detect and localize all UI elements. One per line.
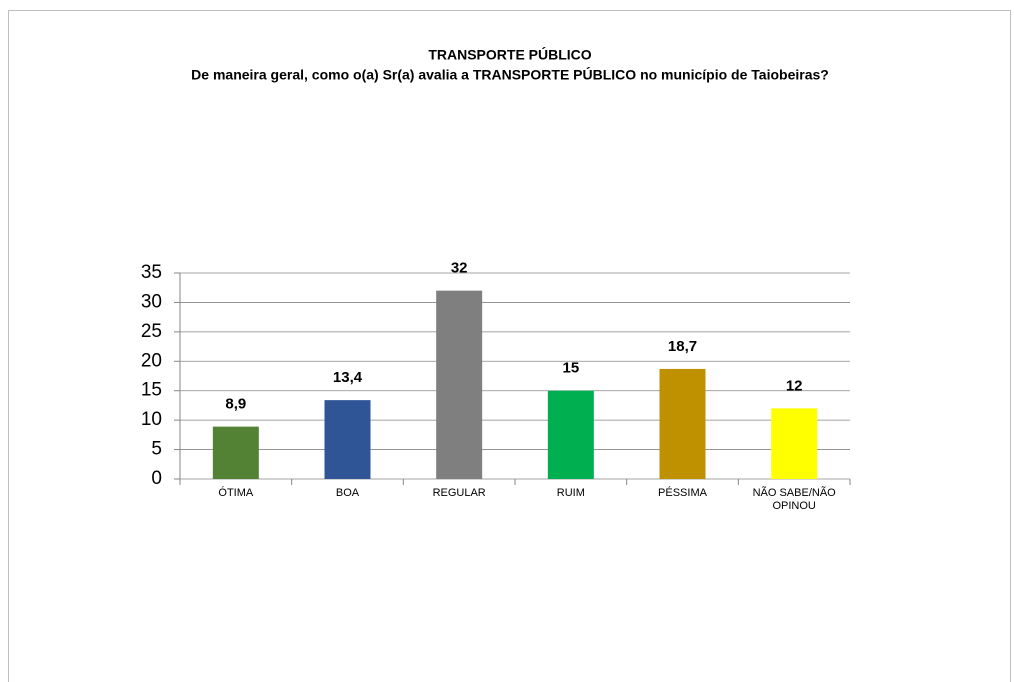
chart-frame [8, 10, 1011, 682]
chart-subtitle: De maneira geral, como o(a) Sr(a) avalia… [191, 66, 829, 83]
y-tick-label: 5 [151, 439, 162, 460]
value-label: 18,7 [668, 338, 697, 355]
x-tick-label: NÃO SABE/NÃO OPINOU [752, 487, 836, 512]
bar [212, 426, 259, 479]
value-label: 12 [786, 377, 803, 394]
y-tick-label: 15 [141, 380, 162, 401]
y-tick-label: 35 [141, 262, 162, 283]
y-tick-label: 25 [141, 321, 162, 342]
bar [324, 400, 371, 479]
value-label: 13,4 [333, 369, 363, 386]
y-tick-label: 30 [141, 291, 162, 312]
bar [659, 368, 706, 479]
value-label: 8,9 [225, 396, 246, 413]
value-label: 15 [562, 360, 579, 377]
y-tick-label: 10 [141, 409, 162, 430]
bar [436, 290, 483, 479]
y-tick-label: 20 [141, 350, 162, 371]
value-label: 32 [451, 260, 468, 277]
x-tick-label: ÓTIMA [218, 487, 254, 499]
x-tick-label: RUIM [556, 487, 585, 499]
chart-title: TRANSPORTE PÚBLICO [428, 46, 591, 63]
x-tick-label: PÉSSIMA [658, 487, 707, 499]
y-tick-label: 0 [151, 468, 162, 489]
x-tick-label: BOA [335, 487, 360, 499]
bar [547, 390, 594, 479]
bar [771, 408, 818, 479]
x-tick-label: REGULAR [432, 487, 486, 499]
